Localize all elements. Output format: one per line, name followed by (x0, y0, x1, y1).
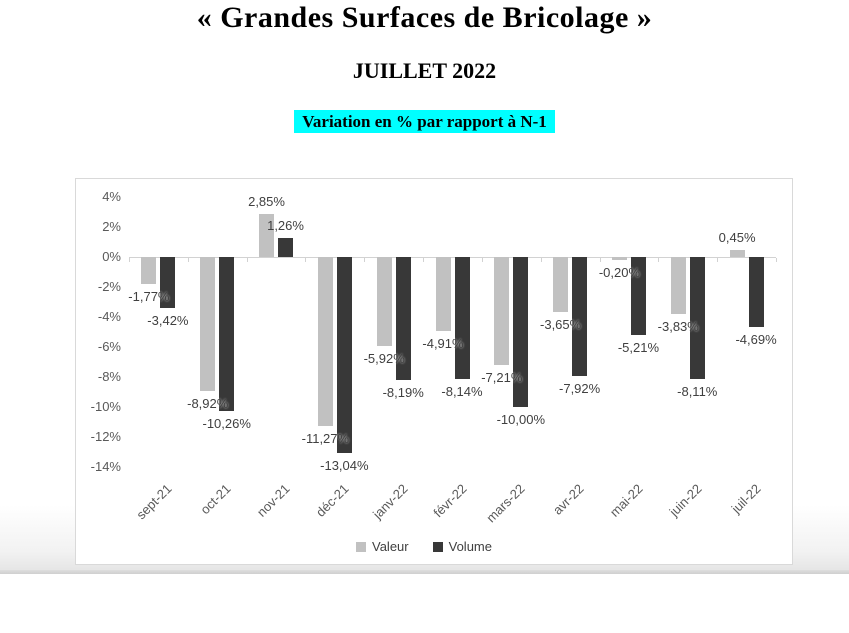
data-label-valeur-d-c-21: -11,27% (301, 431, 350, 446)
data-label-volume-juin-22: -8,11% (677, 384, 718, 399)
bottom-strip (0, 570, 849, 574)
data-label-valeur-mars-22: -7,21% (481, 370, 523, 385)
x-axis-line (129, 257, 776, 258)
data-label-volume-oct-21: -10,26% (202, 416, 251, 431)
data-label-volume-mai-22: -5,21% (617, 340, 660, 355)
legend: Valeur Volume (66, 539, 782, 554)
page-title: « Grandes Surfaces de Bricolage » (196, 1, 653, 34)
y-axis-label: -6% (97, 339, 121, 354)
y-axis-label: -12% (90, 429, 121, 444)
bar-chart: 4% 2% 0% -2% -4% -6% -8% -10% -12% -14% -1,77% -8,9… (75, 178, 793, 565)
bar-volume-mai-22 (630, 257, 646, 335)
x-axis-tick (246, 258, 248, 262)
y-axis-label: -10% (90, 399, 121, 414)
bar-valeur-d-c-21 (317, 257, 333, 426)
x-axis-tick (776, 258, 777, 262)
bar-volume-juil-22 (748, 257, 764, 327)
x-axis-tick (423, 258, 425, 262)
bar-volume-avr-22 (572, 257, 588, 376)
bar-valeur-avr-22 (553, 257, 569, 312)
legend-label-valeur: Valeur (372, 539, 409, 554)
data-label-valeur-mai-22: -0,20% (598, 265, 641, 280)
y-axis-label: -8% (97, 369, 121, 384)
x-axis-tick (717, 258, 719, 262)
data-label-volume-mars-22: -10,00% (496, 412, 546, 427)
legend-item-volume: Volume (432, 539, 492, 554)
bar-volume-oct-21 (219, 257, 235, 411)
data-label-volume-d-c-21: -13,04% (320, 458, 369, 473)
bar-volume-janv-22 (395, 257, 411, 380)
banner-highlight: Variation en % par rapport à N-1 (294, 110, 555, 133)
bar-volume-f-vr-22 (454, 257, 470, 379)
y-axis-label: -2% (97, 279, 121, 294)
data-label-valeur-oct-21: -8,92% (187, 396, 229, 411)
bar-volume-sept-21 (160, 257, 176, 308)
bar-valeur-oct-21 (200, 257, 216, 391)
x-axis-tick (364, 258, 366, 262)
y-axis-label: 0% (102, 249, 121, 264)
bar-valeur-janv-22 (376, 257, 392, 346)
bar-valeur-juil-22 (729, 250, 745, 257)
data-label-volume-nov-21: 1,26% (267, 218, 304, 233)
data-label-valeur-sept-21: -1,77% (128, 289, 170, 304)
legend-item-valeur: Valeur (356, 539, 409, 554)
data-label-valeur-f-vr-22: -4,91% (422, 336, 464, 351)
y-axis-label: -14% (90, 459, 121, 474)
bar-valeur-mars-22 (494, 257, 510, 365)
data-label-volume-janv-22: -8,19% (382, 385, 424, 400)
legend-label-volume: Volume (448, 539, 492, 554)
bar-volume-juin-22 (689, 257, 705, 379)
bar-volume-mars-22 (513, 257, 529, 407)
document-page: « Grandes Surfaces de Bricolage » JUILLE… (0, 1, 849, 574)
data-label-volume-sept-21: -3,42% (147, 313, 189, 328)
legend-swatch-volume (432, 541, 443, 552)
bar-valeur-f-vr-22 (435, 257, 451, 331)
data-label-volume-f-vr-22: -8,14% (441, 384, 483, 399)
bar-valeur-sept-21 (141, 257, 157, 284)
x-axis-tick (305, 258, 307, 262)
bar-valeur-nov-21 (259, 214, 275, 257)
data-label-valeur-janv-22: -5,92% (363, 351, 405, 366)
x-axis-tick (658, 258, 660, 262)
bar-valeur-mai-22 (611, 257, 627, 260)
x-axis-tick (540, 258, 542, 262)
bar-valeur-juin-22 (670, 257, 686, 314)
y-axis-label: 4% (102, 189, 121, 204)
data-label-valeur-juin-22: -3,83% (657, 319, 699, 334)
legend-swatch-valeur (356, 541, 366, 552)
x-axis-tick (187, 258, 189, 262)
bar-volume-nov-21 (278, 238, 294, 257)
x-axis-tick (599, 258, 601, 262)
banner-row: Variation en % par rapport à N-1 (0, 110, 849, 133)
data-label-valeur-juil-22: 0,45% (718, 230, 756, 245)
x-axis-tick (481, 258, 483, 262)
bar-volume-d-c-21 (336, 257, 352, 453)
data-label-volume-avr-22: -7,92% (559, 381, 601, 396)
y-axis-label: 2% (102, 219, 121, 234)
data-label-valeur-avr-22: -3,65% (540, 317, 582, 332)
x-axis-tick (129, 258, 130, 262)
data-label-valeur-nov-21: 2,85% (248, 194, 285, 209)
page-subtitle: JUILLET 2022 (352, 58, 497, 83)
data-label-volume-juil-22: -4,69% (735, 332, 777, 347)
y-axis-label: -4% (97, 309, 121, 324)
